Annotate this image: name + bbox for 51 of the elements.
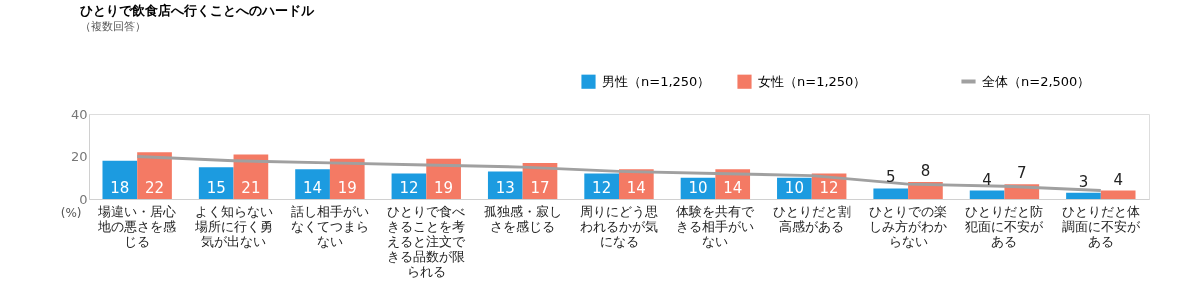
x-tick-label: 孤独感・寂しさを感じる <box>483 203 562 234</box>
data-label: 12 <box>399 179 419 197</box>
data-label: 4 <box>982 170 992 189</box>
x-tick-label: よく知らない場所に行く勇気が出ない <box>193 203 273 249</box>
data-label: 7 <box>1017 164 1027 183</box>
y-tick-label: 0 <box>79 191 88 207</box>
bar <box>1100 190 1136 199</box>
data-label: 15 <box>206 179 226 197</box>
data-label: 13 <box>495 179 515 197</box>
y-tick-label: 40 <box>70 106 88 122</box>
y-tick-label: 20 <box>70 149 88 164</box>
x-tick-label: 話し相手がいなくてつまらない <box>290 203 369 249</box>
legend-label: 全体（n=2,500） <box>982 73 1091 89</box>
data-label: 19 <box>434 179 454 197</box>
data-label: 14 <box>723 179 743 197</box>
x-tick-label: ひとりだと防犯面に不安がある <box>965 203 1045 249</box>
data-label: 3 <box>1078 172 1089 191</box>
legend-label: 女性（n=1,250） <box>758 73 867 89</box>
x-tick-label: 場違い・居心地の悪さを感じる <box>97 203 177 249</box>
bar <box>198 167 234 199</box>
x-tick-label: 周りにどう思われるかが気になる <box>580 203 658 249</box>
data-label: 5 <box>885 168 896 187</box>
y-axis-title: (%) <box>60 205 82 220</box>
data-label: 19 <box>337 179 357 197</box>
line-series <box>135 155 1103 192</box>
bar <box>295 169 330 199</box>
x-tick-label: ひとりだと割高感がある <box>772 203 851 234</box>
data-label: 14 <box>626 179 646 197</box>
data-label: 22 <box>144 179 165 197</box>
data-label: 10 <box>688 179 708 197</box>
data-label: 10 <box>784 179 804 197</box>
data-label: 21 <box>241 179 261 197</box>
bar <box>873 188 909 199</box>
data-label: 4 <box>1113 170 1123 189</box>
bar <box>487 171 523 199</box>
chart-title: ひとりで飲食店へ行くことへのハードル <box>80 3 316 18</box>
x-tick-label: ひとりだと体調面に不安がある <box>1061 203 1141 249</box>
data-label: 12 <box>819 179 839 197</box>
data-label: 8 <box>920 162 931 180</box>
data-label: 12 <box>592 179 612 197</box>
bar <box>969 190 1005 199</box>
legend-label: 男性（n=1,250） <box>602 73 711 89</box>
data-label: 14 <box>303 179 323 197</box>
x-tick-label: ひとりで食べきることを考えると注文できる品数が限られる <box>387 203 467 279</box>
data-label: 18 <box>110 179 130 197</box>
x-tick-label: ひとりでの楽しみ方がわからない <box>869 203 948 249</box>
bar <box>102 160 138 199</box>
chart-subtitle: （複数回答） <box>80 20 147 33</box>
bar <box>1066 192 1101 199</box>
x-tick-label: 体験を共有できる相手がいない <box>676 203 756 249</box>
data-label: 17 <box>530 179 550 197</box>
